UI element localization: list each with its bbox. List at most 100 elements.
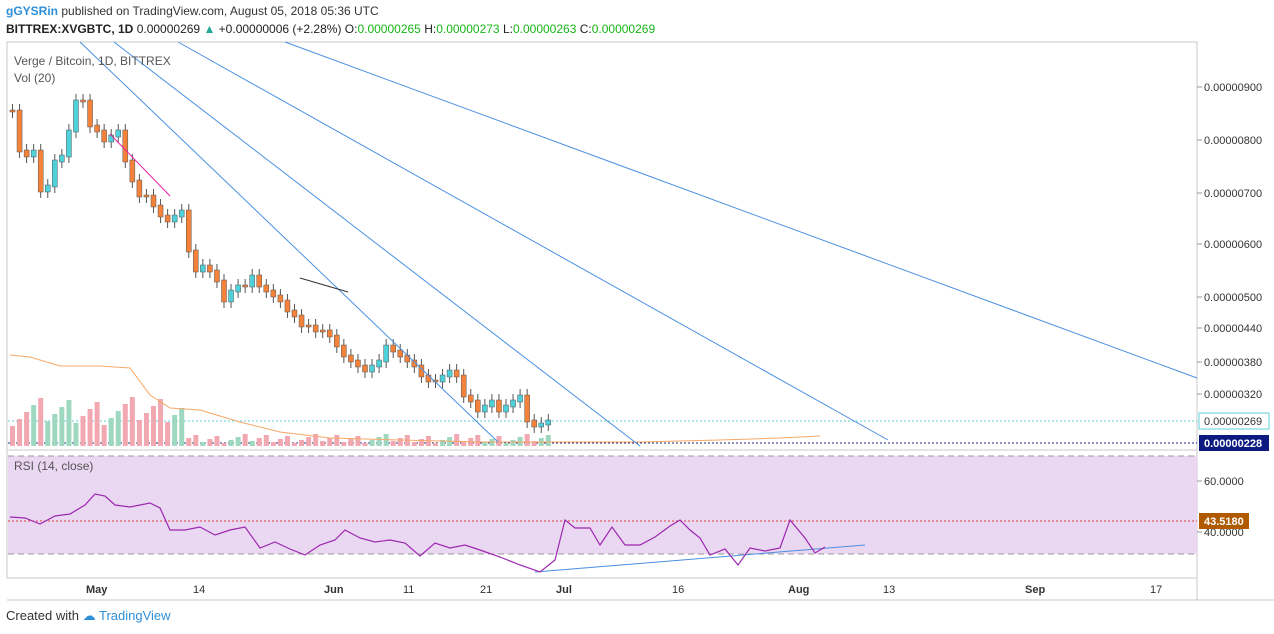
black-line[interactable] [299, 277, 349, 293]
time-label-14: 14 [193, 584, 205, 596]
volume-bar [101, 425, 107, 446]
time-label-21: 21 [480, 584, 492, 596]
candle-body [411, 359, 418, 368]
volume-bar [461, 441, 467, 446]
low-label: L: [502, 22, 513, 36]
volume-bar [129, 397, 135, 446]
candle-body [108, 134, 114, 143]
volume-bar [207, 439, 213, 446]
candle-body [101, 129, 107, 143]
candle-body [305, 324, 312, 328]
price-tick-5: 0.00000500 [1204, 292, 1262, 304]
time-label-jun: Jun [324, 584, 344, 596]
candle-body [383, 344, 389, 363]
close-label: C: [579, 22, 592, 36]
low-price-badge-text: 0.00000228 [1204, 438, 1262, 450]
open-label: O: [344, 22, 358, 36]
volume-bar [510, 440, 516, 446]
candle-body [348, 354, 354, 363]
volume-bar [31, 405, 37, 446]
candle-body [284, 299, 291, 313]
volume-label: Vol (20) [14, 71, 56, 85]
volume-bar [221, 443, 227, 446]
volume-bar [108, 418, 114, 446]
volume-bar [341, 442, 347, 446]
volume-bar [306, 437, 312, 446]
candle-body [341, 344, 347, 358]
volume-bar [24, 412, 30, 446]
volume-bar [292, 443, 297, 446]
price-tick-1: 0.00000900 [1204, 82, 1262, 94]
rsi-trend-line[interactable] [534, 544, 866, 573]
candle-body [376, 359, 382, 368]
volume-bar [158, 399, 164, 446]
volume-bar [313, 434, 319, 446]
time-label-13: 13 [883, 584, 895, 596]
volume-bar [249, 441, 255, 446]
candle-body [482, 404, 488, 413]
candle-body [30, 149, 37, 158]
candle-body [446, 369, 453, 378]
volume-bar [299, 440, 305, 446]
volume-bar [524, 434, 530, 446]
candle-body [369, 364, 375, 373]
volume-bar [334, 435, 340, 446]
tradingview-link[interactable]: TradingView [99, 608, 171, 623]
price-tick-8: 0.00000320 [1204, 389, 1262, 401]
candle-body [545, 419, 552, 426]
trend-line-4[interactable] [284, 41, 1198, 379]
candle-body [37, 149, 44, 193]
low-price-badge [1199, 435, 1269, 451]
candle-body [115, 129, 121, 138]
volume-bar [320, 441, 326, 446]
candle-body [52, 159, 58, 188]
candle-body [256, 274, 262, 288]
candle-body [80, 99, 86, 103]
trend-line-1[interactable] [79, 41, 499, 443]
candle-body [66, 129, 72, 158]
volume-bar [263, 435, 269, 446]
last-price-badge [1198, 412, 1270, 430]
magenta-line[interactable] [109, 133, 171, 197]
candle-body [439, 374, 446, 383]
volume-bar [270, 442, 276, 446]
candle-body [312, 324, 319, 333]
trend-line-3[interactable] [177, 41, 889, 441]
candle-body [397, 349, 403, 358]
candle-body [200, 264, 206, 273]
time-label-may: May [86, 584, 108, 596]
trend-line-2[interactable] [113, 41, 641, 447]
candle-body [263, 284, 270, 293]
candle-body [249, 274, 255, 288]
publisher-name[interactable]: gGYSRin [6, 4, 59, 18]
candle-body [193, 249, 199, 273]
volume-bar [214, 436, 220, 446]
volume-bar [256, 438, 262, 446]
volume-bar [200, 442, 206, 446]
volume-bar [87, 409, 93, 446]
volume-bar [136, 420, 142, 446]
volume-bar [186, 438, 192, 446]
volume-ma-line [9, 354, 821, 443]
symbol-label: BITTREX:XVGBTC, 1D [6, 22, 134, 36]
volume-bar [235, 437, 241, 446]
candle-body [235, 284, 241, 293]
trend-lines[interactable] [79, 41, 1198, 573]
candle-body [524, 394, 530, 423]
volume-bar [10, 426, 15, 446]
candle-body [45, 184, 51, 193]
time-axis: May 14 Jun 11 21 Jul 16 Aug 13 Sep 17 [86, 584, 1162, 596]
volume-bar [433, 443, 438, 446]
rsi-band [8, 456, 1197, 554]
volume-bar [482, 442, 488, 446]
candle-body [59, 154, 65, 163]
volume-bar [362, 443, 368, 446]
volume-bar [94, 402, 100, 446]
volume-bar [45, 421, 51, 446]
candle-body [298, 314, 305, 328]
open-value: 0.00000265 [357, 22, 421, 36]
volume-bar [369, 440, 375, 446]
candle-body [404, 354, 411, 363]
ohlc-line: BITTREX:XVGBTC, 1D 0.00000269 ▲ +0.00000… [6, 22, 655, 36]
